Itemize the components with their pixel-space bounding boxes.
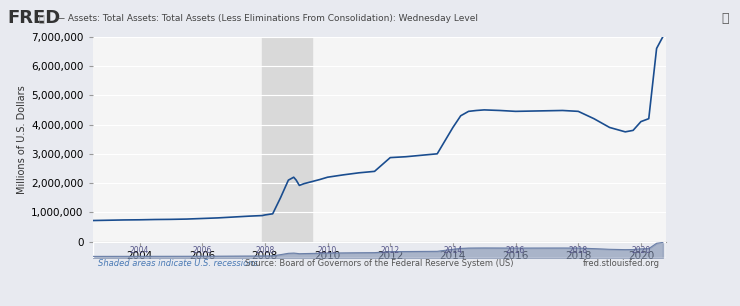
Text: ⟋: ⟋ [38, 13, 44, 23]
Text: 2006: 2006 [192, 246, 212, 255]
Y-axis label: Millions of U.S. Dollars: Millions of U.S. Dollars [17, 85, 27, 193]
Text: fred.stlouisfed.org: fred.stlouisfed.org [583, 259, 660, 268]
Text: 2018: 2018 [568, 246, 588, 255]
Text: 2016: 2016 [506, 246, 525, 255]
Text: FRED: FRED [7, 9, 61, 27]
Text: Shaded areas indicate U.S. recessions: Shaded areas indicate U.S. recessions [98, 259, 258, 268]
Text: 2014: 2014 [443, 246, 462, 255]
Text: 2004: 2004 [130, 246, 149, 255]
Text: 2010: 2010 [318, 246, 337, 255]
Text: 2012: 2012 [380, 246, 400, 255]
Text: 2020: 2020 [631, 246, 650, 255]
Text: 2008: 2008 [255, 246, 275, 255]
Text: — Assets: Total Assets: Total Assets (Less Eliminations From Consolidation): Wed: — Assets: Total Assets: Total Assets (Le… [56, 14, 477, 23]
Text: ⛶: ⛶ [722, 12, 729, 25]
Bar [263, 37, 312, 242]
Text: Source: Board of Governors of the Federal Reserve System (US): Source: Board of Governors of the Federa… [245, 259, 514, 268]
